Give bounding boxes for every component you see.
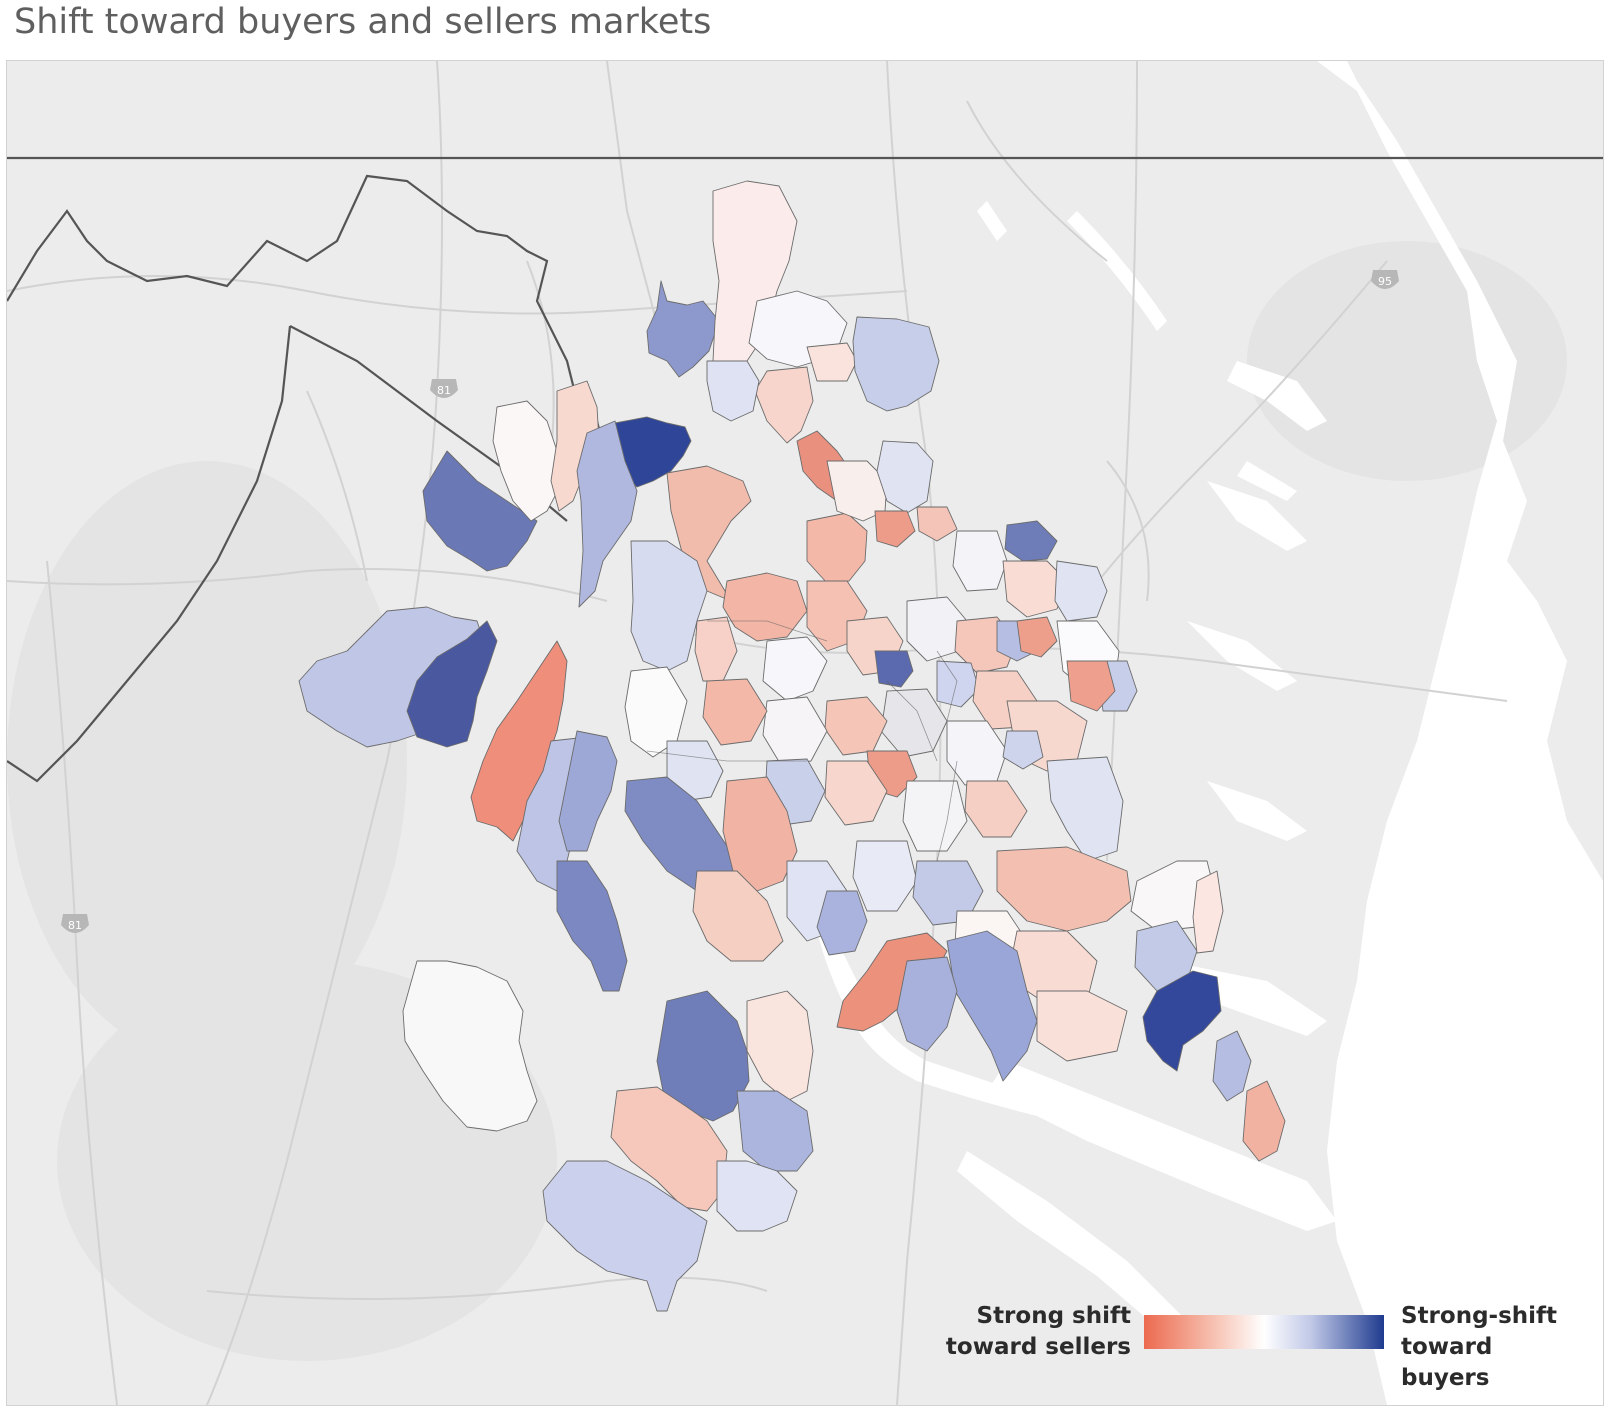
legend-buyers-label: Strong-shift toward buyers (1401, 1301, 1581, 1394)
region-sellers-light[interactable] (1192, 870, 1224, 954)
legend-sellers-label: Strong shift toward sellers (941, 1301, 1131, 1363)
interstate-95-shield: 95 (1371, 270, 1399, 289)
region-buyers-light[interactable] (1046, 756, 1124, 862)
region-buyers-light[interactable] (736, 1090, 814, 1172)
region-buyers-light[interactable] (630, 540, 708, 672)
region-sellers-light[interactable] (916, 506, 958, 542)
region-sellers-light[interactable] (996, 846, 1132, 932)
shield-label-81-south: 81 (68, 919, 82, 932)
city-boundary-lines (646, 620, 958, 862)
region-sellers-strong[interactable] (470, 640, 568, 842)
region-sellers-medium[interactable] (836, 932, 948, 1032)
region-buyers-light[interactable] (1054, 560, 1108, 622)
legend-buyers-line1: Strong-shift (1401, 1303, 1558, 1329)
shield-label-95: 95 (1378, 275, 1392, 288)
region-buyers-medium[interactable] (646, 280, 720, 378)
region-sellers-light[interactable] (692, 870, 784, 962)
region-sellers-light[interactable] (746, 990, 814, 1102)
legend-color-gradient (1144, 1315, 1384, 1349)
region-sellers-light[interactable] (964, 780, 1028, 838)
region-buyers-light[interactable] (852, 840, 918, 912)
region-sellers-light[interactable] (1036, 990, 1128, 1062)
region-buyers-strong[interactable] (1142, 970, 1222, 1072)
region-sellers-light[interactable] (754, 366, 814, 444)
region-sellers-light[interactable] (722, 776, 798, 892)
interstate-81-shield: 81 (430, 379, 458, 398)
region-buyers-light[interactable] (896, 956, 958, 1052)
region-neutral[interactable] (952, 530, 1008, 592)
region-buyers-light[interactable] (852, 316, 940, 412)
region-sellers-medium[interactable] (1066, 660, 1116, 712)
region-buyers-medium[interactable] (1004, 520, 1058, 562)
region-sellers-light[interactable] (1002, 560, 1068, 618)
region-buyers-medium[interactable] (422, 450, 538, 572)
map-legend: Strong shift toward sellers Strong-shift… (941, 1297, 1581, 1391)
region-buyers-medium[interactable] (874, 650, 914, 688)
region-buyers-medium[interactable] (556, 860, 628, 992)
legend-sellers-line1: Strong shift (976, 1303, 1132, 1329)
map-title: Shift toward buyers and sellers markets (14, 2, 712, 42)
region-buyers-strong[interactable] (406, 620, 498, 748)
region-sellers-medium[interactable] (1016, 616, 1058, 658)
legend-sellers-line2: toward sellers (945, 1334, 1131, 1360)
region-buyers-medium[interactable] (656, 990, 750, 1122)
region-sellers-light[interactable] (702, 678, 768, 746)
region-buyers-light[interactable] (576, 420, 638, 608)
region-buyers-light[interactable] (946, 930, 1038, 1082)
region-neutral[interactable] (624, 666, 688, 758)
interstate-81-shield: 81 (61, 914, 89, 933)
region-buyers-light[interactable] (542, 1160, 708, 1312)
region-sellers-light[interactable] (1242, 1080, 1286, 1162)
region-buyers-light[interactable] (936, 660, 980, 708)
region-sellers-light[interactable] (610, 1086, 728, 1212)
region-neutral[interactable] (492, 400, 564, 522)
map-canvas[interactable]: 95 81 81 70 (7, 61, 1603, 1405)
region-sellers-medium[interactable] (874, 510, 916, 548)
region-buyers-light[interactable] (716, 1160, 798, 1232)
region-sellers-light[interactable] (722, 572, 808, 642)
region-buyers-light[interactable] (706, 360, 760, 422)
choropleth-regions[interactable] (298, 180, 1286, 1312)
choropleth-map[interactable]: 95 81 81 70 (6, 60, 1604, 1406)
region-neutral[interactable] (762, 696, 828, 766)
region-neutral[interactable] (762, 636, 828, 702)
region-sellers-light[interactable] (806, 342, 858, 382)
region-sellers-light[interactable] (824, 760, 888, 826)
region-buyers-light[interactable] (816, 890, 868, 956)
legend-buyers-line2: toward buyers (1401, 1334, 1493, 1391)
shield-label-81-north: 81 (437, 384, 451, 397)
region-buyers-light[interactable] (558, 730, 618, 852)
region-buyers-light[interactable] (1002, 730, 1044, 770)
region-buyers-light[interactable] (1212, 1030, 1252, 1102)
region-neutral[interactable] (402, 960, 538, 1132)
